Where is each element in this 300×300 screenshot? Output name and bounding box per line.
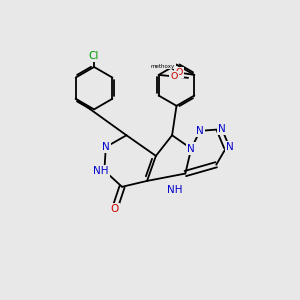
Text: O: O <box>170 72 178 81</box>
Text: N: N <box>196 126 204 136</box>
Text: N: N <box>102 142 110 152</box>
Text: N: N <box>187 143 195 154</box>
Text: NH: NH <box>167 185 183 195</box>
Text: Cl: Cl <box>89 51 99 61</box>
Text: N: N <box>226 142 234 152</box>
Text: methoxy: methoxy <box>151 64 175 69</box>
Text: O: O <box>176 68 183 77</box>
Text: NH: NH <box>93 166 109 176</box>
Text: O: O <box>110 204 119 214</box>
Text: N: N <box>218 124 225 134</box>
